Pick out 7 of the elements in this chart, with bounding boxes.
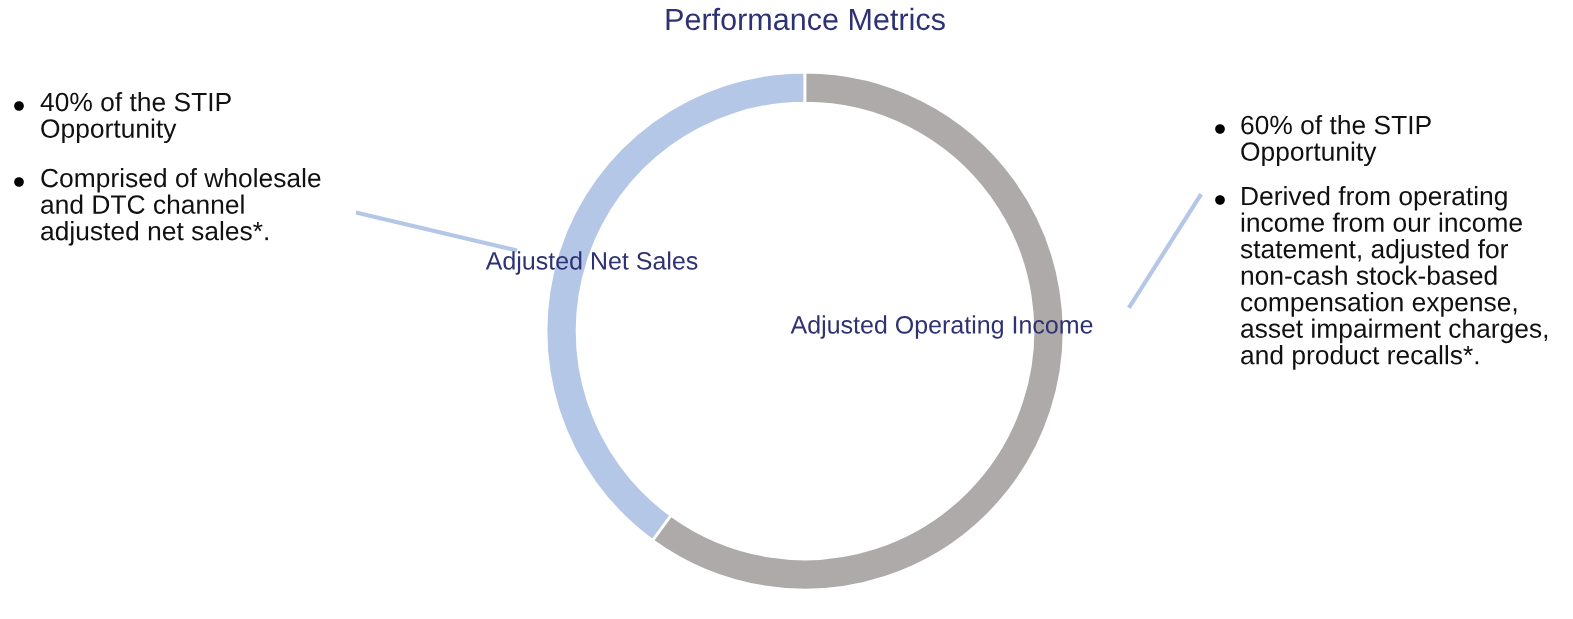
text: 40% of the STIP Opportunity <box>40 92 231 144</box>
slice-label: Adjusted Net Sales <box>485 251 698 275</box>
text: Derived from operating income from our income statement, adjusted for non-cash stock-based compensation expense, asset impairment charges, and product recalls*. <box>1240 186 1548 370</box>
text: 60% of the STIP Opportunity <box>1241 115 1431 167</box>
slice-label: Adjusted Operating Income <box>790 315 1093 339</box>
text: Comprised of wholesale and DTC channel adjusted net sales*. <box>41 168 321 246</box>
chart-title: Performance Metrics <box>666 7 945 31</box>
